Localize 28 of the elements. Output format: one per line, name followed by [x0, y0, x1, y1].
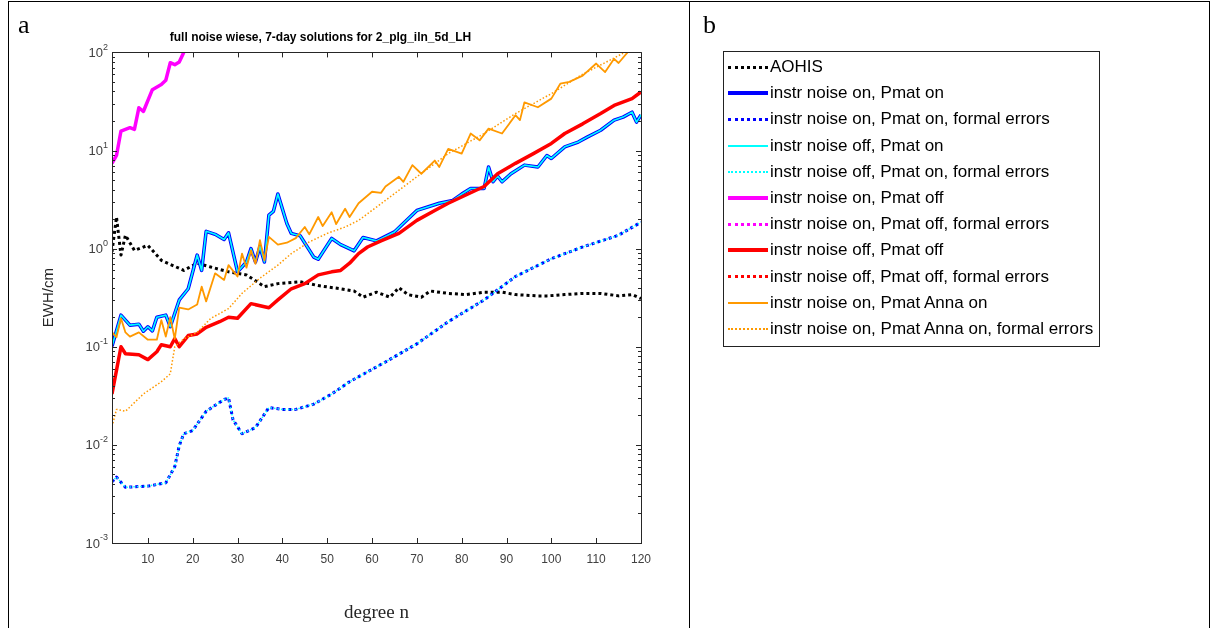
y-axis-title: EWH/cm [39, 268, 57, 328]
legend-label: instr noise off, Pmat on, formal errors [770, 161, 1050, 182]
x-tick-label: 50 [320, 551, 335, 566]
x-tick-label: 90 [499, 551, 514, 566]
legend-label: instr noise off, Pmat on [770, 135, 944, 156]
legend-label: AOHIS [770, 57, 823, 78]
chart-title: full noise wiese, 7-day solutions for 2_plg_iln_5d_LH [169, 29, 472, 44]
legend-label: instr noise off, Pmat off, formal errors [770, 266, 1050, 287]
legend-label: instr noise on, Pmat on [770, 83, 944, 104]
legend-label: instr noise on, Pmat off [770, 188, 944, 209]
legend-label: instr noise on, Pmat Anna on [770, 292, 988, 313]
x-tick-label: 60 [365, 551, 380, 566]
x-tick-label: 20 [186, 551, 200, 566]
legend-label: instr noise off, Pmat off [770, 240, 944, 261]
legend-label: instr noise on, Pmat Anna on, formal errors [770, 318, 1094, 339]
text: b [703, 10, 716, 40]
x-tick-label: 120 [630, 551, 652, 566]
x-tick-label: 10 [141, 551, 155, 566]
x-tick-label: 100 [541, 551, 562, 566]
x-tick-label: 70 [410, 551, 424, 566]
x-tick-label: 110 [586, 551, 607, 566]
x-tick-label: 40 [275, 551, 290, 566]
x-tick-label: 30 [230, 551, 245, 566]
text: a [18, 10, 30, 40]
legend-label: instr noise on, Pmat on, formal errors [770, 109, 1050, 130]
x-tick-label: 80 [455, 551, 469, 566]
legend-label: instr noise on, Pmat off, formal errors [770, 214, 1050, 235]
x-axis-title: degree n [344, 600, 410, 622]
